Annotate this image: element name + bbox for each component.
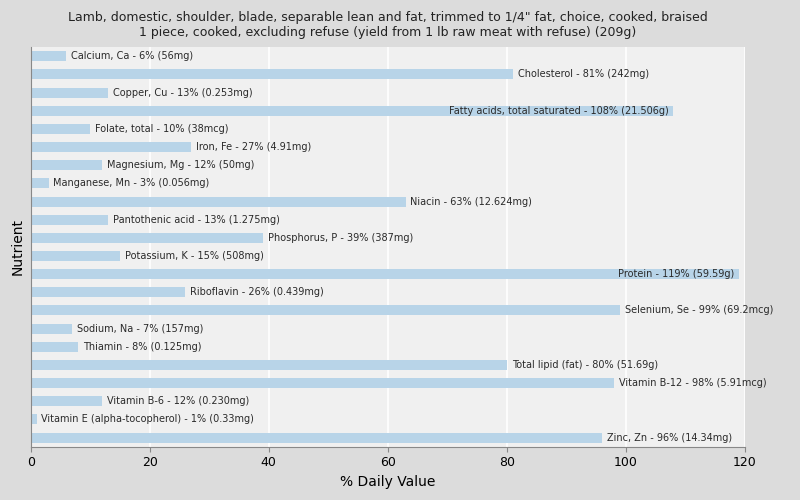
Text: Calcium, Ca - 6% (56mg): Calcium, Ca - 6% (56mg) bbox=[71, 52, 194, 62]
Text: Total lipid (fat) - 80% (51.69g): Total lipid (fat) - 80% (51.69g) bbox=[511, 360, 658, 370]
Bar bbox=[30, 360, 507, 370]
Text: Selenium, Se - 99% (69.2mcg): Selenium, Se - 99% (69.2mcg) bbox=[625, 306, 773, 316]
Text: Vitamin B-12 - 98% (5.91mcg): Vitamin B-12 - 98% (5.91mcg) bbox=[618, 378, 766, 388]
Text: Niacin - 63% (12.624mg): Niacin - 63% (12.624mg) bbox=[410, 196, 532, 206]
Text: Vitamin B-6 - 12% (0.230mg): Vitamin B-6 - 12% (0.230mg) bbox=[107, 396, 249, 406]
X-axis label: % Daily Value: % Daily Value bbox=[340, 475, 435, 489]
Bar bbox=[30, 342, 78, 352]
Text: Manganese, Mn - 3% (0.056mg): Manganese, Mn - 3% (0.056mg) bbox=[54, 178, 210, 188]
Text: Folate, total - 10% (38mcg): Folate, total - 10% (38mcg) bbox=[95, 124, 229, 134]
Text: Thiamin - 8% (0.125mg): Thiamin - 8% (0.125mg) bbox=[83, 342, 202, 352]
Bar bbox=[30, 106, 674, 116]
Bar bbox=[30, 414, 37, 424]
Bar bbox=[30, 88, 108, 98]
Text: Magnesium, Mg - 12% (50mg): Magnesium, Mg - 12% (50mg) bbox=[107, 160, 254, 170]
Text: Pantothenic acid - 13% (1.275mg): Pantothenic acid - 13% (1.275mg) bbox=[113, 214, 280, 224]
Bar bbox=[30, 396, 102, 406]
Title: Lamb, domestic, shoulder, blade, separable lean and fat, trimmed to 1/4" fat, ch: Lamb, domestic, shoulder, blade, separab… bbox=[68, 11, 708, 39]
Bar bbox=[30, 160, 102, 170]
Bar bbox=[30, 378, 614, 388]
Text: Phosphorus, P - 39% (387mg): Phosphorus, P - 39% (387mg) bbox=[267, 233, 413, 243]
Bar bbox=[30, 288, 186, 298]
Bar bbox=[30, 269, 739, 279]
Text: Potassium, K - 15% (508mg): Potassium, K - 15% (508mg) bbox=[125, 251, 263, 261]
Bar bbox=[30, 196, 406, 206]
Bar bbox=[30, 70, 513, 80]
Text: Cholesterol - 81% (242mg): Cholesterol - 81% (242mg) bbox=[518, 70, 649, 80]
Text: Protein - 119% (59.59g): Protein - 119% (59.59g) bbox=[618, 269, 734, 279]
Text: Zinc, Zn - 96% (14.34mg): Zinc, Zn - 96% (14.34mg) bbox=[606, 432, 732, 442]
Text: Iron, Fe - 27% (4.91mg): Iron, Fe - 27% (4.91mg) bbox=[196, 142, 311, 152]
Y-axis label: Nutrient: Nutrient bbox=[11, 218, 25, 276]
Bar bbox=[30, 52, 66, 62]
Bar bbox=[30, 214, 108, 224]
Bar bbox=[30, 142, 191, 152]
Text: Copper, Cu - 13% (0.253mg): Copper, Cu - 13% (0.253mg) bbox=[113, 88, 253, 98]
Text: Sodium, Na - 7% (157mg): Sodium, Na - 7% (157mg) bbox=[77, 324, 203, 334]
Bar bbox=[30, 251, 120, 261]
Bar bbox=[30, 178, 49, 188]
Bar bbox=[30, 324, 72, 334]
Bar bbox=[30, 124, 90, 134]
Text: Riboflavin - 26% (0.439mg): Riboflavin - 26% (0.439mg) bbox=[190, 288, 324, 298]
Text: Fatty acids, total saturated - 108% (21.506g): Fatty acids, total saturated - 108% (21.… bbox=[449, 106, 669, 116]
Bar bbox=[30, 306, 620, 316]
Bar bbox=[30, 432, 602, 442]
Text: Vitamin E (alpha-tocopherol) - 1% (0.33mg): Vitamin E (alpha-tocopherol) - 1% (0.33m… bbox=[42, 414, 254, 424]
Bar bbox=[30, 233, 262, 243]
